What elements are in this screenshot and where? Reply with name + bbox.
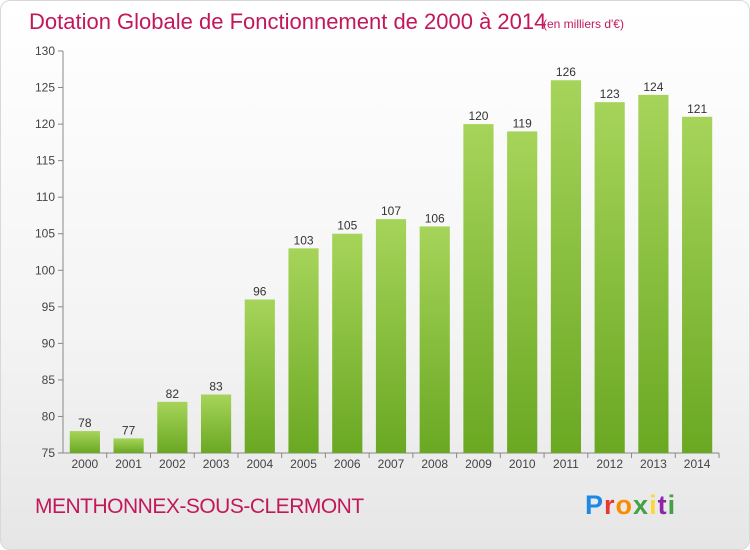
y-tick-label: 85 [42, 373, 56, 387]
logo-letter: P [585, 490, 605, 520]
x-tick-label: 2012 [596, 457, 623, 471]
bar [157, 401, 188, 453]
y-tick-label: 75 [42, 446, 56, 460]
bars [69, 80, 713, 454]
bar [288, 248, 319, 453]
logo-letter: t [657, 490, 668, 520]
proxiti-logo[interactable]: Proxiti [585, 490, 676, 521]
x-tick-label: 2005 [290, 457, 317, 471]
y-tick-label: 105 [35, 227, 55, 241]
bar [419, 226, 450, 453]
y-tick-label: 120 [35, 117, 55, 131]
x-axis: 2000 2001 2002 2003 2004 2005 2006 2007 2008 2009… [63, 452, 720, 471]
municipality-name: MENTHONNEX-SOUS-CLERMONT [35, 495, 364, 518]
x-tick-label: 2001 [115, 457, 142, 471]
logo-letter: o [615, 490, 634, 520]
x-tick-label: 2014 [684, 457, 711, 471]
chart-subtitle: (en milliers d'€) [543, 17, 624, 31]
x-tick-label: 2006 [334, 457, 361, 471]
x-tick-label: 2013 [640, 457, 667, 471]
y-tick-label: 110 [36, 190, 55, 204]
logo-letter: r [604, 490, 616, 520]
bar [682, 116, 713, 454]
bar [113, 438, 144, 453]
data-label: 82 [166, 387, 180, 401]
x-tick-label: 2000 [72, 457, 99, 471]
y-tick-label: 115 [36, 154, 55, 168]
x-tick-label: 2007 [378, 457, 405, 471]
y-tick-label: 80 [42, 409, 56, 423]
x-tick-label: 2004 [246, 457, 273, 471]
data-label: 121 [687, 102, 707, 116]
bar [200, 394, 232, 453]
data-label: 77 [122, 423, 136, 437]
y-tick-label: 130 [35, 44, 55, 58]
data-label: 107 [381, 204, 401, 218]
bar [594, 102, 625, 453]
x-tick-label: 2008 [421, 457, 448, 471]
y-tick-label: 100 [35, 263, 55, 277]
x-tick-label: 2010 [509, 457, 536, 471]
y-tick-label: 95 [42, 300, 56, 314]
bar [463, 124, 494, 453]
data-label: 105 [337, 219, 357, 233]
bar [638, 94, 669, 453]
logo-letter: x [633, 490, 650, 520]
bar [332, 233, 363, 453]
x-tick-label: 2003 [203, 457, 230, 471]
data-label: 126 [556, 65, 576, 79]
data-label: 119 [513, 116, 532, 130]
data-label: 123 [600, 87, 620, 101]
data-label: 96 [253, 285, 267, 299]
bar [69, 431, 100, 453]
y-tick-label: 125 [35, 81, 55, 95]
data-label: 106 [425, 211, 445, 225]
bar [550, 80, 582, 454]
y-axis: 75 80 85 90 95 100 105 110 115 120 125 130 [35, 44, 64, 460]
data-label: 78 [78, 416, 92, 430]
bar [507, 131, 538, 453]
x-tick-label: 2011 [553, 457, 579, 471]
data-label: 124 [643, 80, 663, 94]
x-tick-label: 2002 [159, 457, 186, 471]
logo-letter: i [667, 490, 677, 520]
bar [375, 219, 407, 453]
bar [244, 299, 275, 453]
data-label: 83 [209, 380, 223, 394]
y-tick-label: 90 [42, 336, 56, 350]
logo-letter: i [649, 490, 658, 520]
data-label: 120 [468, 109, 488, 123]
data-label: 103 [294, 233, 314, 247]
x-tick-label: 2009 [465, 457, 492, 471]
data-labels: 78 77 82 83 96 103 105 107 106 120 119 126 123 124 121 [78, 65, 707, 437]
chart-title: Dotation Globale de Fonctionnement de 20… [29, 9, 547, 34]
